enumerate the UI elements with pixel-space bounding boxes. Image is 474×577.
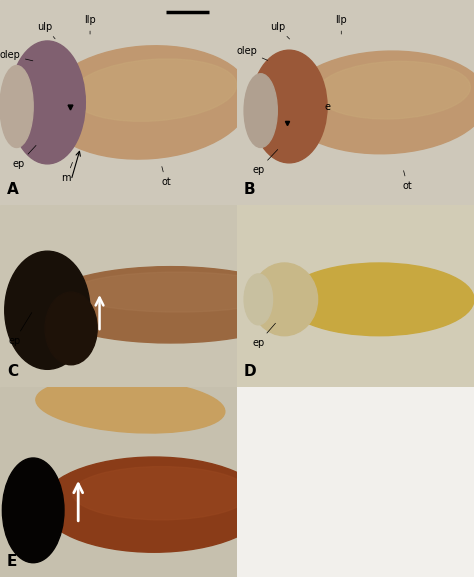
Ellipse shape <box>73 467 250 520</box>
Text: ep: ep <box>13 145 36 169</box>
Ellipse shape <box>0 66 33 148</box>
Ellipse shape <box>42 457 266 552</box>
Text: olep: olep <box>0 50 33 61</box>
Text: f: f <box>8 102 26 111</box>
Ellipse shape <box>45 292 97 365</box>
Text: D: D <box>244 364 257 379</box>
Ellipse shape <box>71 272 284 312</box>
Ellipse shape <box>9 41 85 164</box>
Ellipse shape <box>284 263 474 336</box>
Text: C: C <box>7 364 18 379</box>
Ellipse shape <box>317 61 470 119</box>
Ellipse shape <box>2 458 64 563</box>
Ellipse shape <box>40 267 301 343</box>
Ellipse shape <box>284 51 474 153</box>
Text: m: m <box>62 162 73 183</box>
Text: B: B <box>244 182 256 197</box>
Ellipse shape <box>72 59 237 121</box>
Text: ep: ep <box>252 323 275 348</box>
Text: A: A <box>7 182 19 197</box>
Text: E: E <box>7 554 18 569</box>
Text: llp: llp <box>84 16 96 34</box>
Text: ep: ep <box>8 313 32 346</box>
Ellipse shape <box>36 379 225 433</box>
Text: ot: ot <box>161 167 171 188</box>
Ellipse shape <box>43 46 251 159</box>
Text: ot: ot <box>403 171 412 192</box>
Ellipse shape <box>244 74 277 148</box>
Ellipse shape <box>251 50 327 163</box>
Text: olep: olep <box>236 46 268 61</box>
Text: ep: ep <box>252 149 278 175</box>
Text: e: e <box>324 102 330 111</box>
Text: llp: llp <box>336 16 347 34</box>
Ellipse shape <box>5 251 90 369</box>
Text: ulp: ulp <box>270 21 290 39</box>
Ellipse shape <box>244 274 273 325</box>
Text: ulp: ulp <box>37 21 55 39</box>
Ellipse shape <box>251 263 318 336</box>
